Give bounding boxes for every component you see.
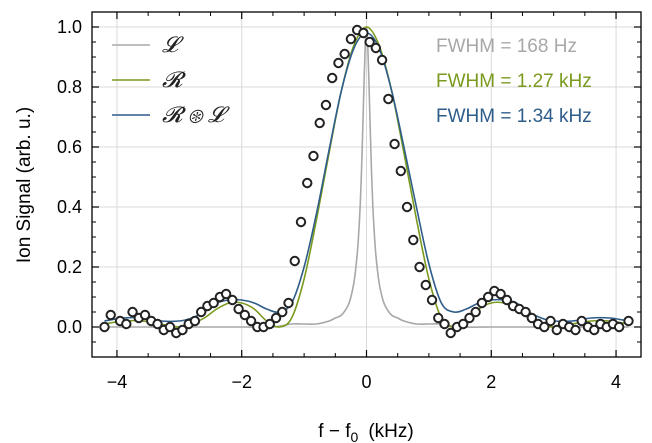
data-point: [177, 324, 188, 336]
data-point: [414, 261, 425, 273]
x-tick-label: 2: [486, 372, 496, 392]
y-axis-title: Ion Signal (arb. u.): [14, 107, 35, 263]
x-axis-title-main: f − f: [318, 421, 351, 442]
data-point: [326, 72, 338, 84]
data-point: [99, 321, 110, 333]
data-point: [501, 294, 513, 306]
data-point: [189, 315, 201, 327]
y-tick-label: 1.0: [57, 17, 82, 37]
data-point: [383, 93, 394, 105]
fwhm-annotation-L: FWHM = 168 Hz: [436, 36, 577, 57]
data-point: [152, 318, 163, 330]
data-point: [105, 309, 116, 321]
data-point: [370, 42, 382, 54]
data-point: [613, 321, 625, 333]
data-point: [220, 288, 232, 300]
data-point: [227, 294, 238, 306]
data-point: [302, 177, 313, 189]
x-axis-title-unit: (kHz): [368, 421, 413, 442]
data-point: [570, 324, 581, 336]
data-point: [364, 36, 375, 48]
data-point: [339, 48, 350, 60]
data-point: [520, 306, 531, 318]
data-point: [526, 312, 538, 324]
data-point: [195, 306, 207, 318]
data-point: [333, 57, 344, 69]
data-point: [420, 279, 431, 291]
fwhm-annotation-RL: FWHM = 1.34 kHz: [436, 106, 592, 127]
data-point: [589, 324, 600, 336]
y-tick-label: 0.8: [57, 77, 82, 97]
axis-ticks: −4 −2 0 2 4 0.0 0.2 0.4 0.6 0.8 1.0: [57, 12, 641, 392]
data-point: [270, 312, 282, 324]
data-point: [314, 117, 325, 129]
data-point: [345, 33, 357, 45]
data-point: [495, 288, 506, 300]
data-point: [308, 150, 319, 162]
data-point: [389, 138, 400, 150]
data-point: [358, 27, 369, 39]
data-points: [99, 24, 634, 339]
data-point: [233, 303, 244, 315]
data-point: [320, 99, 332, 111]
legend-label-R: 𝓡: [162, 67, 186, 92]
data-point: [433, 312, 444, 324]
data-point: [245, 315, 257, 327]
y-tick-label: 0.6: [57, 137, 82, 157]
data-point: [264, 318, 276, 330]
data-point: [208, 297, 219, 309]
data-point: [545, 315, 556, 327]
data-point: [470, 306, 481, 318]
data-point: [576, 315, 587, 327]
data-point: [623, 315, 634, 327]
data-point: [239, 309, 251, 321]
data-point: [445, 327, 456, 339]
data-point: [277, 306, 288, 318]
x-tick-label: 0: [361, 372, 371, 392]
data-point: [539, 321, 550, 333]
data-point: [439, 318, 450, 330]
data-point: [482, 291, 494, 303]
x-axis-title: f − f0 (kHz): [318, 421, 413, 443]
data-point: [464, 312, 475, 324]
data-point: [289, 255, 300, 267]
x-axis-title-subscript: 0: [351, 429, 359, 443]
fwhm-annotation-R: FWHM = 1.27 kHz: [436, 71, 592, 92]
data-point: [295, 216, 307, 228]
data-point: [476, 297, 488, 309]
data-point: [283, 297, 294, 309]
y-tick-label: 0.4: [57, 197, 82, 217]
x-tick-label: 4: [611, 372, 621, 392]
y-tick-label: 0.0: [57, 317, 82, 337]
y-tick-label: 0.2: [57, 257, 82, 277]
x-tick-label: −4: [107, 372, 128, 392]
data-point: [139, 309, 151, 321]
data-point: [127, 306, 138, 318]
legend-label-RL: 𝓡 ⊛ 𝓛: [162, 102, 230, 127]
data-point: [121, 318, 132, 330]
data-point: [164, 321, 176, 333]
x-tick-label: −2: [231, 372, 252, 392]
data-point: [426, 294, 438, 306]
data-point: [376, 54, 388, 66]
data-point: [401, 201, 413, 213]
data-point: [457, 318, 469, 330]
data-point: [551, 324, 562, 336]
data-point: [395, 165, 407, 177]
data-point: [408, 234, 419, 246]
